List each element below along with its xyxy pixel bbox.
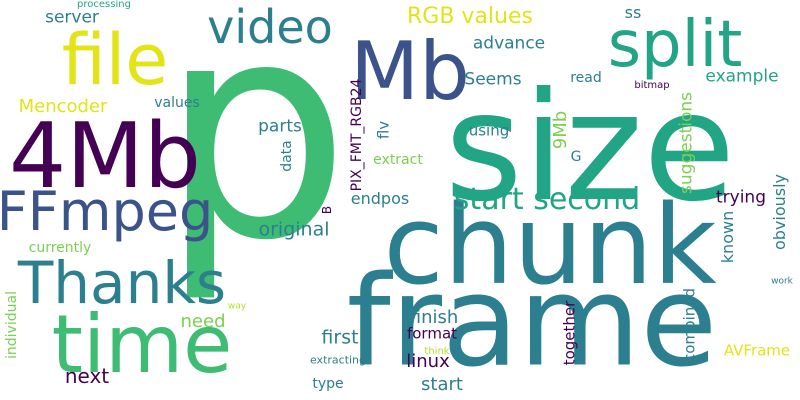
word: known xyxy=(718,210,737,264)
word: obviously xyxy=(770,173,789,251)
word: values xyxy=(154,95,200,111)
word: processing xyxy=(77,0,131,10)
word: type xyxy=(312,376,344,392)
word: size xyxy=(444,61,736,235)
word: extract xyxy=(373,152,423,168)
word: Mb xyxy=(350,25,470,118)
word: read xyxy=(570,70,602,86)
word: original xyxy=(258,218,330,241)
word: p xyxy=(159,0,351,306)
word: B xyxy=(320,205,334,215)
word: FFmpeg xyxy=(0,180,214,243)
word: format xyxy=(406,324,458,343)
word: advance xyxy=(472,33,546,54)
word: video xyxy=(207,0,333,54)
word: example xyxy=(705,66,779,87)
word: Seems xyxy=(464,69,522,90)
word: data xyxy=(279,140,295,172)
word: 4Mb xyxy=(8,104,202,209)
word: next xyxy=(64,364,110,388)
word: parts xyxy=(258,116,302,137)
word: RGB values xyxy=(407,4,533,29)
word: frame xyxy=(346,249,718,395)
word: need xyxy=(180,311,226,332)
word: suggestions xyxy=(676,92,697,194)
word: using xyxy=(468,121,510,140)
word: ss xyxy=(624,3,642,22)
word: currently xyxy=(28,240,92,256)
word: server xyxy=(45,7,99,28)
word: Thanks xyxy=(17,249,227,317)
word: G xyxy=(570,149,582,165)
word: AVFrame xyxy=(723,341,791,360)
word: time xyxy=(51,298,233,391)
word: trying xyxy=(715,187,767,208)
word: extracting xyxy=(309,353,367,367)
word: 9Mb xyxy=(550,110,571,150)
word: PIX_FMT_RGB24 xyxy=(349,78,365,192)
word: finish xyxy=(409,307,459,328)
word: file xyxy=(61,19,169,101)
word: Mencoder xyxy=(18,96,108,117)
word: individual xyxy=(4,291,20,359)
word: bitmap xyxy=(634,80,670,91)
word: first xyxy=(321,326,359,349)
word: way xyxy=(227,301,247,312)
word: together xyxy=(560,300,579,366)
word: endpos xyxy=(350,189,410,208)
word: start xyxy=(421,374,463,395)
word: think xyxy=(424,346,450,357)
word: flv xyxy=(374,120,393,140)
word: start second xyxy=(453,182,641,217)
word: split xyxy=(607,8,743,82)
word: combined xyxy=(680,288,699,362)
word: chunk xyxy=(383,181,717,309)
word: linux xyxy=(406,351,450,372)
word: work xyxy=(771,276,793,287)
